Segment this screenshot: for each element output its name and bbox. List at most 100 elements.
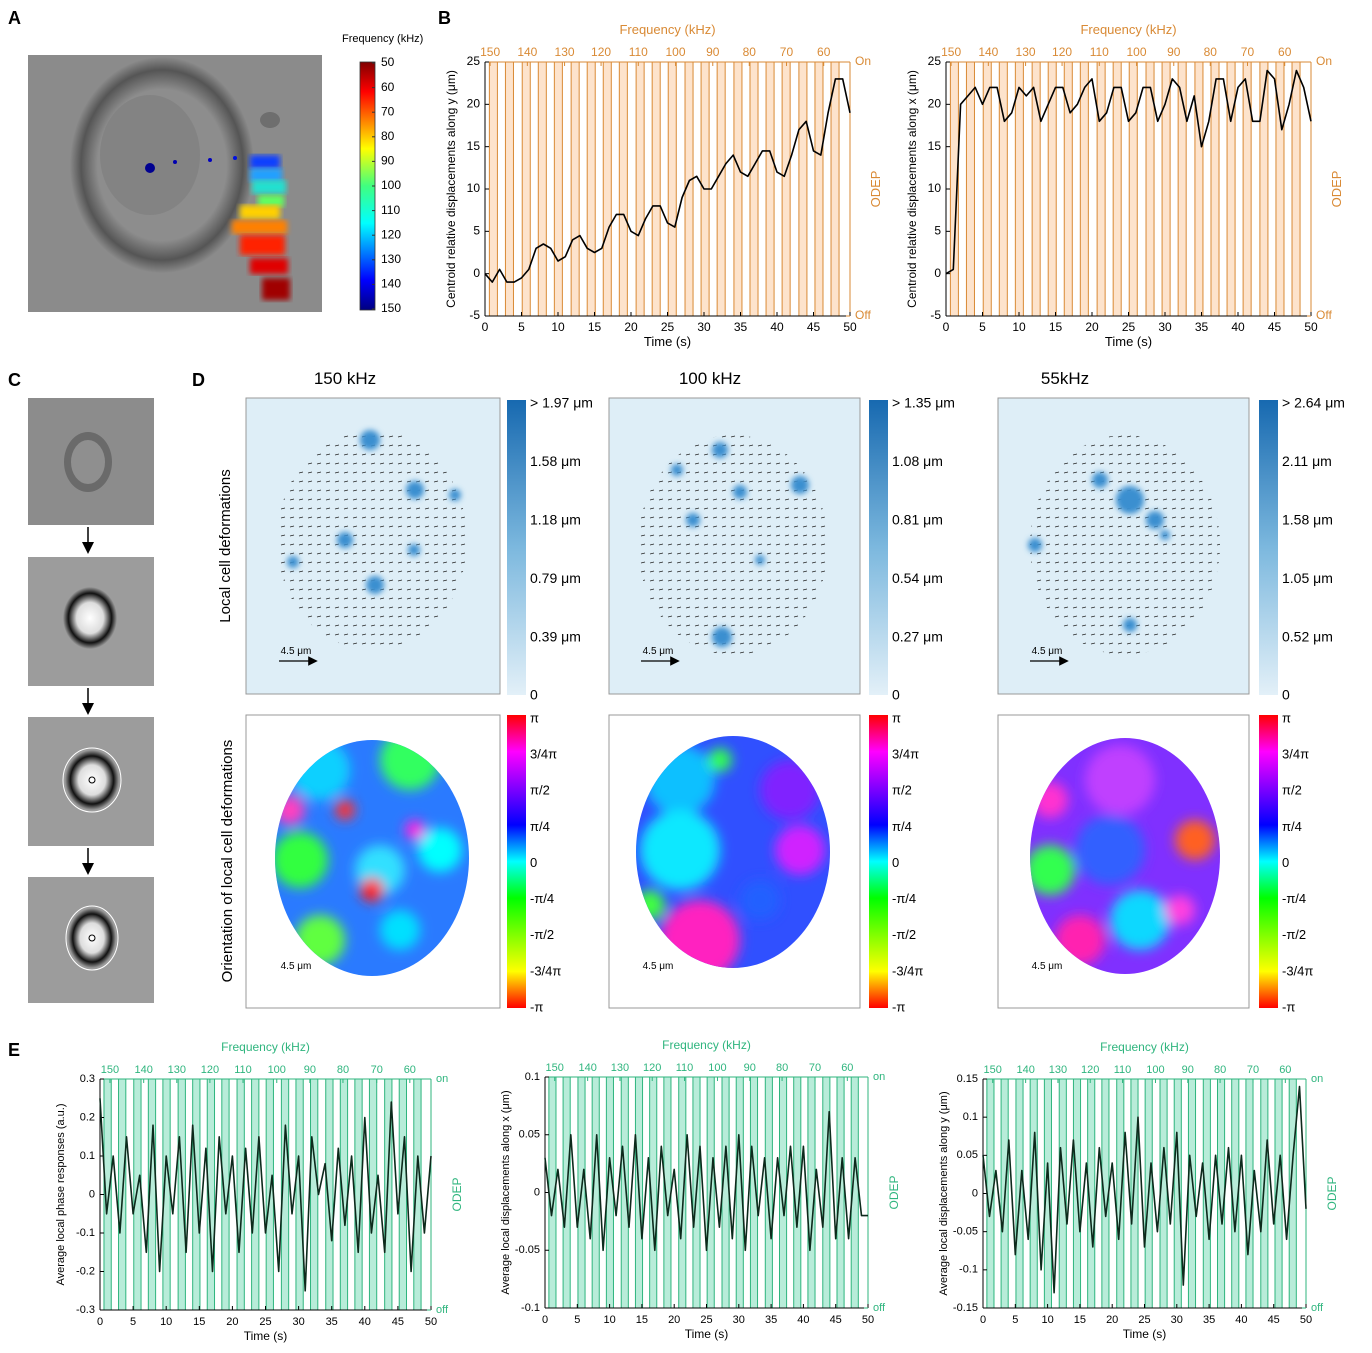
x2-tick-label: 130 bbox=[1016, 45, 1036, 59]
y-tick-label: 5 bbox=[473, 224, 480, 238]
y-tick-label: 10 bbox=[928, 181, 942, 195]
colorbar-label: -π/2 bbox=[530, 927, 554, 942]
odep-on-interval bbox=[1059, 1079, 1066, 1308]
x2-tick-label: 150 bbox=[480, 45, 500, 59]
scale-bar-label: 4.5 μm bbox=[1032, 961, 1063, 972]
odep-on-interval bbox=[1015, 62, 1023, 316]
y-tick-label: -0.3 bbox=[76, 1304, 95, 1316]
x-tick-label: 30 bbox=[1158, 320, 1172, 334]
x2-tick-label: 130 bbox=[555, 45, 575, 59]
x2-tick-label: 100 bbox=[1146, 1064, 1164, 1076]
odep-on-interval bbox=[178, 1079, 185, 1310]
odep-on-interval bbox=[621, 1077, 628, 1308]
y-tick-label: 0 bbox=[473, 266, 480, 280]
odep-on-interval bbox=[831, 62, 839, 316]
odep-on-interval bbox=[326, 1079, 333, 1310]
colorbar-label: 1.18 μm bbox=[530, 512, 581, 528]
x-axis-label: Time (s) bbox=[685, 1327, 729, 1341]
x-tick-label: 45 bbox=[392, 1316, 404, 1328]
y2-tick-label: on bbox=[1311, 1073, 1323, 1085]
panel-label: D bbox=[192, 370, 205, 390]
y-tick-label: 0.15 bbox=[957, 1073, 978, 1085]
x-tick-label: 35 bbox=[1203, 1314, 1215, 1326]
y-tick-label: -0.2 bbox=[76, 1265, 95, 1277]
y-axis-label: Average local displacements along y (μm) bbox=[938, 1091, 950, 1295]
x-tick-label: 30 bbox=[733, 1314, 745, 1326]
x-tick-label: 15 bbox=[193, 1316, 205, 1328]
odep-on-interval bbox=[734, 62, 742, 316]
x-tick-label: 0 bbox=[943, 320, 950, 334]
colorbar-label: > 1.97 μm bbox=[530, 395, 593, 411]
x2-tick-label: 80 bbox=[743, 45, 757, 59]
x2-tick-label: 100 bbox=[666, 45, 686, 59]
colorbar-label: π/2 bbox=[530, 783, 550, 798]
colorbar-label: 1.58 μm bbox=[530, 453, 581, 469]
odep-on-interval bbox=[1260, 62, 1268, 316]
map-title: 55kHz bbox=[1041, 369, 1089, 388]
x2-tick-label: 80 bbox=[776, 1062, 788, 1074]
x-tick-label: 30 bbox=[697, 320, 711, 334]
colorbar-label: > 1.35 μm bbox=[892, 395, 955, 411]
colorbar-label: -π bbox=[1282, 999, 1295, 1014]
odep-on-interval bbox=[522, 62, 530, 316]
colorbar-label: 1.58 μm bbox=[1282, 512, 1333, 528]
colorbar-label: -π/4 bbox=[892, 891, 916, 906]
y-tick-label: 0.05 bbox=[519, 1129, 540, 1141]
colorbar-label: π bbox=[1282, 710, 1291, 725]
odep-on-interval bbox=[603, 62, 611, 316]
orientation-maps bbox=[246, 715, 1249, 1008]
odep-on-interval bbox=[1064, 62, 1072, 316]
x2-tick-label: 130 bbox=[1049, 1064, 1067, 1076]
x-tick-label: 45 bbox=[1268, 320, 1282, 334]
x-tick-label: 50 bbox=[425, 1316, 437, 1328]
odep-on-interval bbox=[1195, 62, 1203, 316]
colorbar-label: 1.08 μm bbox=[892, 453, 943, 469]
x-tick-label: 25 bbox=[1138, 1314, 1150, 1326]
x2-tick-label: 110 bbox=[1090, 45, 1109, 59]
odep-on-interval bbox=[1080, 62, 1088, 316]
x2-tick-label: 120 bbox=[1052, 45, 1072, 59]
colorbar-label: -π/4 bbox=[530, 891, 554, 906]
x-tick-label: 10 bbox=[160, 1316, 172, 1328]
odep-on-interval bbox=[679, 1077, 686, 1308]
x2-tick-label: 120 bbox=[591, 45, 611, 59]
x-tick-label: 45 bbox=[807, 320, 821, 334]
odep-on-interval bbox=[766, 62, 774, 316]
x2-tick-label: 90 bbox=[1182, 1064, 1194, 1076]
colorbar-tick-label: 110 bbox=[381, 203, 400, 217]
y-tick-label: -0.1 bbox=[959, 1264, 978, 1276]
y2-tick-label: off bbox=[873, 1302, 886, 1314]
colorbar-label: 1.05 μm bbox=[1282, 570, 1333, 586]
odep-on-interval bbox=[1203, 1079, 1210, 1308]
odep-on-interval bbox=[1243, 62, 1251, 316]
x-tick-label: 0 bbox=[980, 1314, 986, 1326]
x2-axis-label: Frequency (kHz) bbox=[1080, 22, 1176, 37]
x2-tick-label: 80 bbox=[337, 1064, 349, 1076]
x-tick-label: 5 bbox=[518, 320, 525, 334]
y-tick-label: -0.1 bbox=[521, 1302, 540, 1314]
y2-tick-label: On bbox=[855, 54, 871, 68]
x2-tick-label: 70 bbox=[809, 1062, 821, 1074]
y-tick-label: -0.05 bbox=[515, 1244, 540, 1256]
odep-on-interval bbox=[311, 1079, 318, 1310]
colorbar-label: π/2 bbox=[1282, 783, 1302, 798]
x-tick-label: 5 bbox=[574, 1314, 580, 1326]
y-tick-label: -5 bbox=[930, 308, 941, 322]
x-tick-label: 50 bbox=[862, 1314, 874, 1326]
x-tick-label: 30 bbox=[292, 1316, 304, 1328]
odep-on-interval bbox=[668, 62, 676, 316]
x-tick-label: 25 bbox=[259, 1316, 271, 1328]
x-tick-label: 0 bbox=[97, 1316, 103, 1328]
x2-tick-label: 130 bbox=[611, 1062, 629, 1074]
odep-on-interval bbox=[722, 1077, 729, 1308]
odep-on-interval bbox=[587, 62, 595, 316]
map-title: 100 kHz bbox=[679, 369, 741, 388]
x2-tick-label: 70 bbox=[1241, 45, 1255, 59]
colorbar-tick-label: 70 bbox=[381, 104, 395, 118]
colorbar-label: > 2.64 μm bbox=[1282, 395, 1345, 411]
y2-tick-label: on bbox=[873, 1071, 885, 1083]
colorbar-label: 0.54 μm bbox=[892, 570, 943, 586]
colorbar-label: 0 bbox=[1282, 855, 1289, 870]
colorbar-tick-label: 80 bbox=[381, 129, 395, 143]
y-tick-label: -5 bbox=[469, 308, 480, 322]
